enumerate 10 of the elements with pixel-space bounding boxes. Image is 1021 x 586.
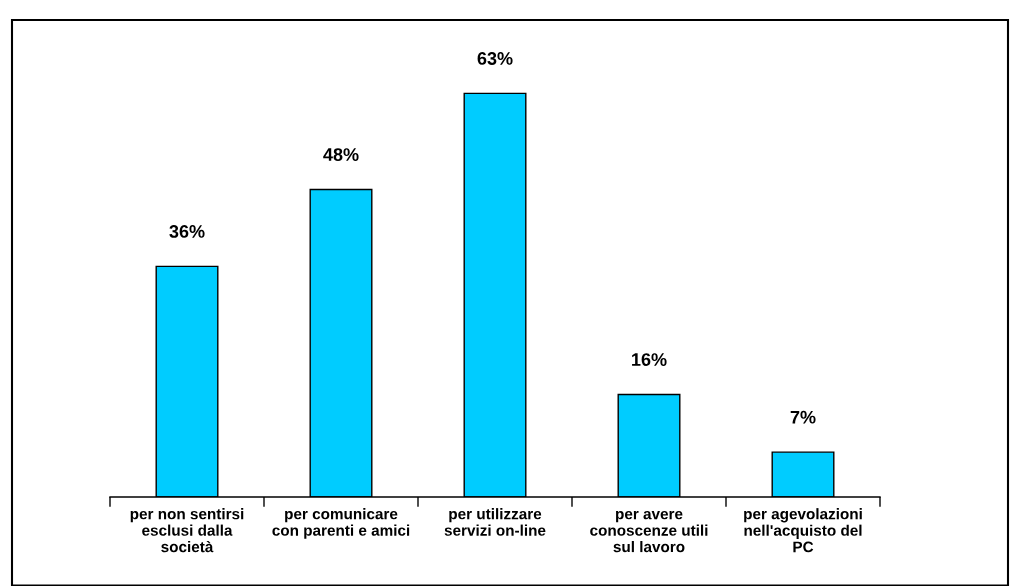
- data-label: 16%: [632, 353, 667, 366]
- data-label: 7%: [790, 410, 816, 424]
- x-tick-label: per agevolazioni nell'acquisto del PC: [744, 508, 862, 553]
- data-label: 48%: [323, 148, 359, 161]
- x-tick-label: per avere conoscenze utili sul lavoro: [590, 510, 708, 553]
- x-tick-label: per non sentirsi esclusi dalla società: [130, 508, 244, 553]
- data-label: 36%: [169, 225, 205, 238]
- x-tick-label: per utilizzare servizi on-line: [444, 508, 546, 536]
- data-label: 63%: [477, 52, 513, 65]
- x-tick-label: per comunicare con parenti e amici: [272, 508, 410, 539]
